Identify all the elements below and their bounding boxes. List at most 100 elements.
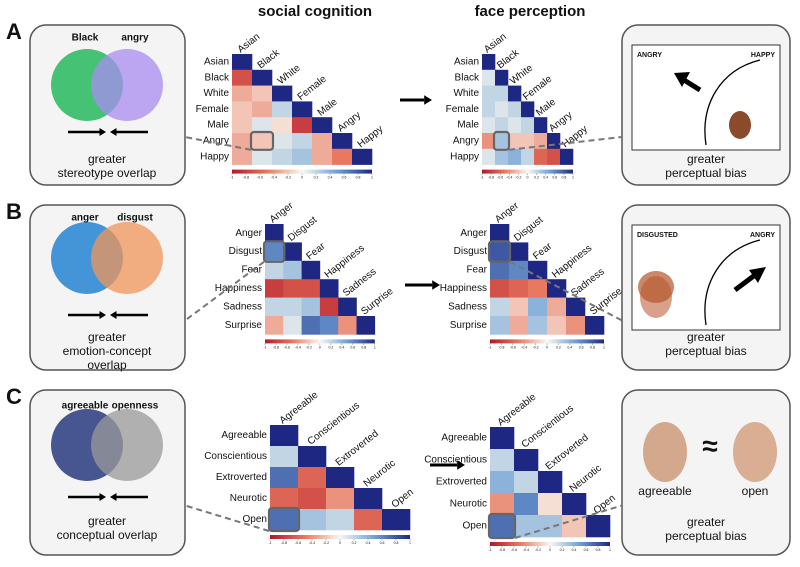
column-label: Extroverted <box>544 432 591 472</box>
row-label: Happy <box>450 151 479 162</box>
heatmap-cell <box>292 133 313 150</box>
column-label: Male <box>316 96 340 118</box>
heatmap-cell <box>482 69 496 86</box>
heatmap-cell <box>509 279 529 298</box>
colorbar-tick-label: 0.6 <box>584 548 589 552</box>
stimulus-frame <box>631 44 781 151</box>
row-label: Male <box>457 120 479 131</box>
row-label: Sadness <box>223 301 262 312</box>
caption: overlap <box>87 358 127 372</box>
bias-arrow <box>733 273 757 292</box>
row-label: Neurotic <box>230 493 267 504</box>
mouse-trajectory <box>704 239 761 326</box>
heatmap-cell <box>252 133 273 150</box>
bias-arrow-head <box>674 72 690 87</box>
colorbar-tick-label: 1 <box>572 176 574 180</box>
colorbar-tick-label: -0.4 <box>521 345 527 349</box>
arrow-head <box>457 460 465 470</box>
caption: greater <box>88 152 126 166</box>
heatmap-cell <box>560 148 574 165</box>
heatmap-cell <box>272 117 293 134</box>
colorbar-tick-label: 0.8 <box>561 176 566 180</box>
colorbar-tick-label: -0.6 <box>257 176 263 180</box>
heatmap-cell <box>514 493 539 516</box>
row-label: Angry <box>203 136 229 147</box>
heatmap-cell <box>283 316 302 335</box>
colorbar-tick-label: 0.8 <box>394 541 399 545</box>
column-label: Sadness <box>341 266 378 299</box>
row-label: Happiness <box>215 283 262 294</box>
caption: greater <box>88 514 126 528</box>
heatmap-cell <box>482 148 496 165</box>
bias-arrow-head <box>749 267 766 283</box>
column-label: Anger <box>268 200 296 226</box>
heatmap-cell <box>490 316 510 335</box>
heatmap-cell <box>252 69 273 86</box>
heatmap-cell <box>528 279 548 298</box>
row-label: Conscientious <box>424 455 487 466</box>
heatmap-cell <box>326 488 355 510</box>
colorbar-tick-label: 0.6 <box>350 345 355 349</box>
heatmap-cell <box>265 260 284 280</box>
heatmap-cell <box>547 148 561 165</box>
heatmap-cell <box>508 101 522 118</box>
column-label: White <box>508 62 535 87</box>
heatmap-cell <box>265 224 284 243</box>
heatmap-cell <box>301 316 321 335</box>
heatmap-cell <box>508 133 522 150</box>
colorbar-tick-label: -0.4 <box>309 541 315 545</box>
colorbar-tick-label: -0.8 <box>499 548 505 552</box>
connector <box>184 260 265 322</box>
face <box>643 422 687 482</box>
column-header: social cognition <box>258 3 372 20</box>
heatmap-cell <box>298 509 327 531</box>
colorbar-tick-label: -1 <box>480 176 483 180</box>
highlight <box>249 130 275 151</box>
colorbar-tick-label: -0.6 <box>295 541 301 545</box>
colorbar <box>482 169 573 174</box>
colorbar-tick-label: 0.6 <box>342 176 347 180</box>
heatmap-cell <box>509 297 529 317</box>
response-label: ANGRY <box>637 52 662 59</box>
highlight <box>267 506 301 533</box>
heatmap-cell <box>490 449 515 472</box>
heatmap-cell <box>566 297 586 317</box>
heatmap-cell <box>301 297 321 317</box>
row-label: Angry <box>453 136 479 147</box>
heatmap-cell <box>265 279 284 298</box>
row-label: Anger <box>460 228 487 239</box>
column-label: Surprise <box>359 286 395 318</box>
row-label: Black <box>455 72 480 83</box>
column-label: Black <box>495 47 522 71</box>
heatmap-cell <box>283 260 302 280</box>
colorbar-tick-label: 0 <box>549 548 551 552</box>
column-label: Angry <box>336 110 363 135</box>
venn-circle <box>91 409 163 481</box>
arrow-head <box>99 128 106 136</box>
heatmap-cell <box>585 316 605 335</box>
caption: perceptual bias <box>665 529 746 543</box>
colorbar-tick-label: 0 <box>339 541 341 545</box>
colorbar <box>270 535 410 539</box>
heatmap-cell <box>232 85 253 102</box>
colorbar-tick-label: 1 <box>609 548 611 552</box>
arrow-head <box>424 95 432 105</box>
colorbar-tick-label: -0.4 <box>506 176 512 180</box>
colorbar-tick-label: 0.8 <box>596 548 601 552</box>
column-label: Conscientious <box>306 400 362 447</box>
colorbar-tick-label: -0.8 <box>281 541 287 545</box>
colorbar-tick-label: 0 <box>319 345 321 349</box>
colorbar-tick-label: -0.2 <box>533 345 539 349</box>
heatmap-cell <box>292 148 313 165</box>
colorbar-tick-label: -0.2 <box>535 548 541 552</box>
highlight <box>487 512 517 540</box>
heatmap-cell <box>538 471 563 494</box>
row-label: Anger <box>235 228 262 239</box>
heatmap-cell <box>301 279 321 298</box>
panel-letter: C <box>6 384 22 409</box>
colorbar-tick-label: 0.4 <box>567 345 572 349</box>
heatmap-cell <box>528 316 548 335</box>
colorbar <box>265 339 375 344</box>
heatmap-cell <box>270 425 299 447</box>
heatmap-cell <box>490 493 515 516</box>
